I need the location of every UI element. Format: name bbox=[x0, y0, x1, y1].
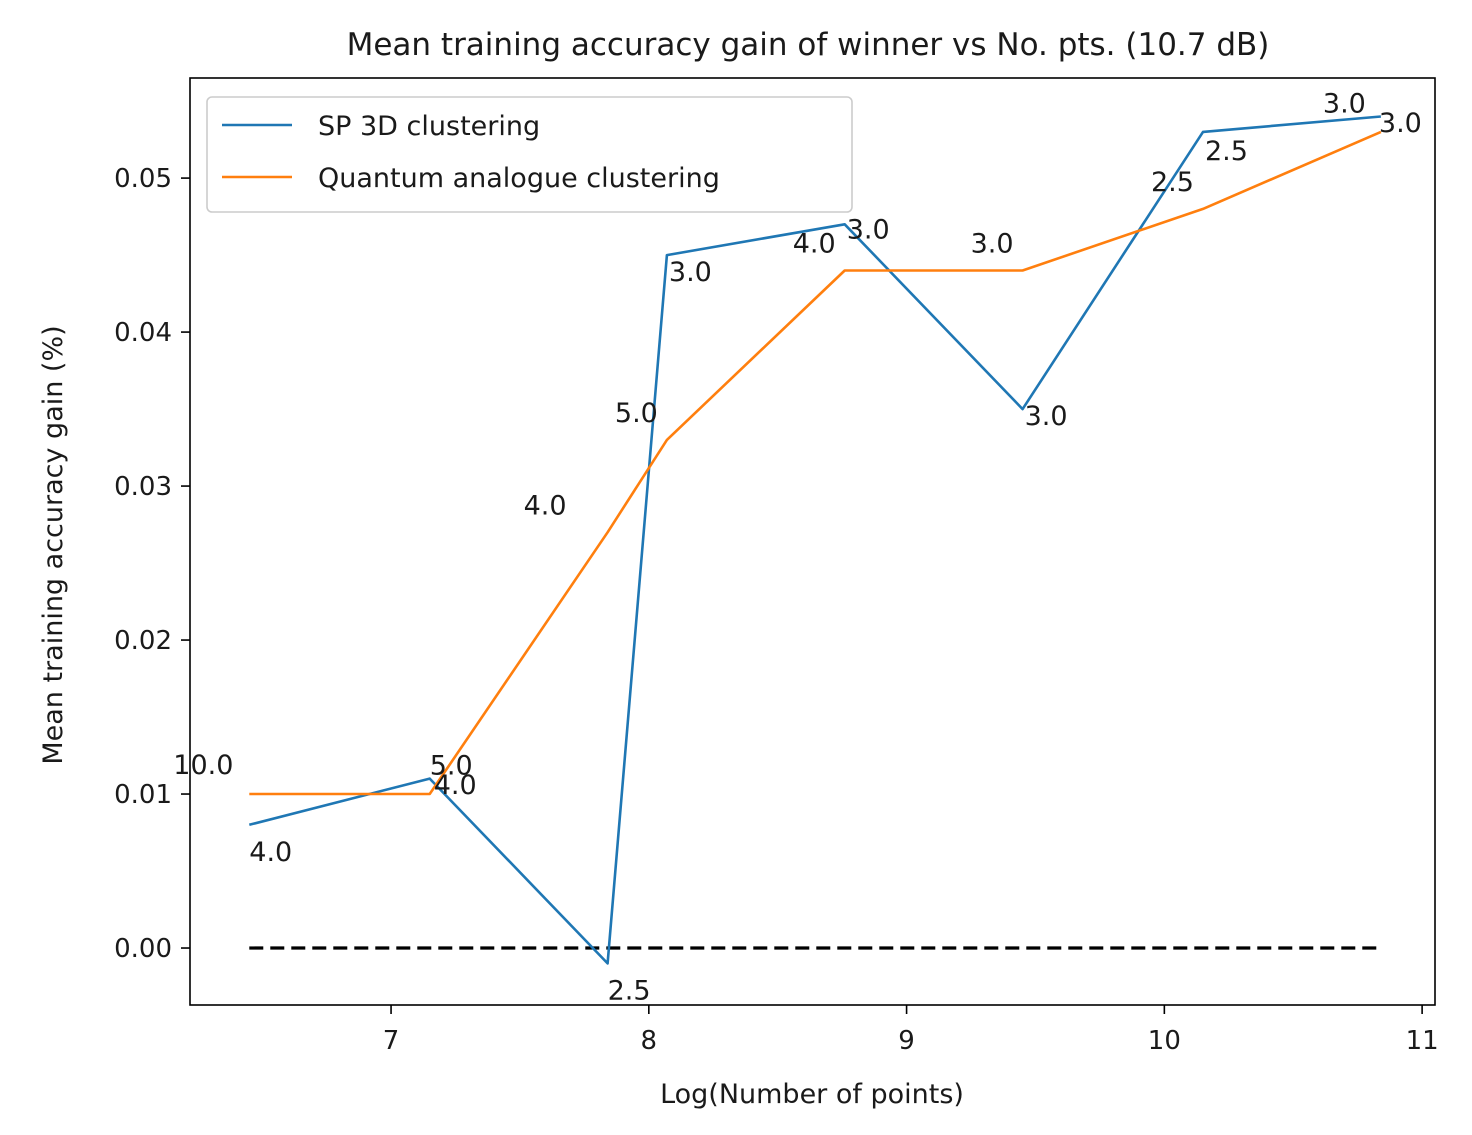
point-label: 2.5 bbox=[1205, 136, 1248, 167]
point-label: 3.0 bbox=[971, 229, 1014, 260]
point-label: 3.0 bbox=[1323, 89, 1366, 120]
plot-frame bbox=[189, 77, 1436, 1006]
point-label: 5.0 bbox=[430, 751, 473, 782]
point-label: 2.5 bbox=[608, 975, 651, 1006]
x-tick-label: 7 bbox=[383, 1026, 400, 1056]
y-tick-label: 0.00 bbox=[114, 934, 172, 964]
series-line-2 bbox=[249, 130, 1382, 796]
x-axis: 7 8 9 10 11 bbox=[383, 1005, 1439, 1056]
point-label: 2.5 bbox=[1151, 167, 1194, 198]
y-tick-label: 0.04 bbox=[114, 318, 172, 348]
point-label: 4.0 bbox=[434, 770, 477, 801]
series-layer bbox=[248, 115, 1382, 965]
y-axis-label: Mean training accuracy gain (%) bbox=[38, 325, 69, 764]
x-tick-label: 11 bbox=[1406, 1026, 1439, 1056]
point-label: 4.0 bbox=[249, 837, 292, 868]
plot-area bbox=[190, 78, 1435, 1005]
y-tick-label: 0.02 bbox=[114, 626, 172, 656]
point-label: 5.0 bbox=[615, 398, 658, 429]
y-tick-label: 0.03 bbox=[114, 472, 172, 502]
point-label: 4.0 bbox=[793, 229, 836, 260]
x-axis-label: Log(Number of points) bbox=[660, 1079, 964, 1110]
x-tick-label: 8 bbox=[641, 1026, 658, 1056]
point-label: 3.0 bbox=[669, 257, 712, 288]
series-line-1 bbox=[248, 115, 1382, 965]
point-label: 10.0 bbox=[173, 750, 233, 781]
y-tick-label: 0.05 bbox=[114, 164, 172, 194]
legend-entry: Quantum analogue clustering bbox=[318, 163, 720, 194]
y-tick-label: 0.01 bbox=[114, 780, 172, 810]
point-label: 3.0 bbox=[847, 214, 890, 245]
legend: SP 3D clustering Quantum analogue cluster… bbox=[206, 96, 853, 213]
chart-title: Mean training accuracy gain of winner vs… bbox=[347, 27, 1270, 63]
y-axis: 0.00 0.01 0.02 0.03 0.04 0.05 bbox=[114, 164, 190, 964]
legend-entry: SP 3D clustering bbox=[318, 111, 540, 142]
point-label: 3.0 bbox=[1379, 108, 1422, 139]
point-label: 3.0 bbox=[1025, 401, 1068, 432]
legend-box bbox=[206, 96, 853, 213]
x-tick-label: 9 bbox=[898, 1026, 915, 1056]
x-tick-label: 10 bbox=[1148, 1026, 1181, 1056]
point-label: 4.0 bbox=[524, 490, 567, 521]
point-label-layer: 4.05.02.53.03.03.02.53.010.04.04.05.04.0… bbox=[173, 89, 1422, 1007]
